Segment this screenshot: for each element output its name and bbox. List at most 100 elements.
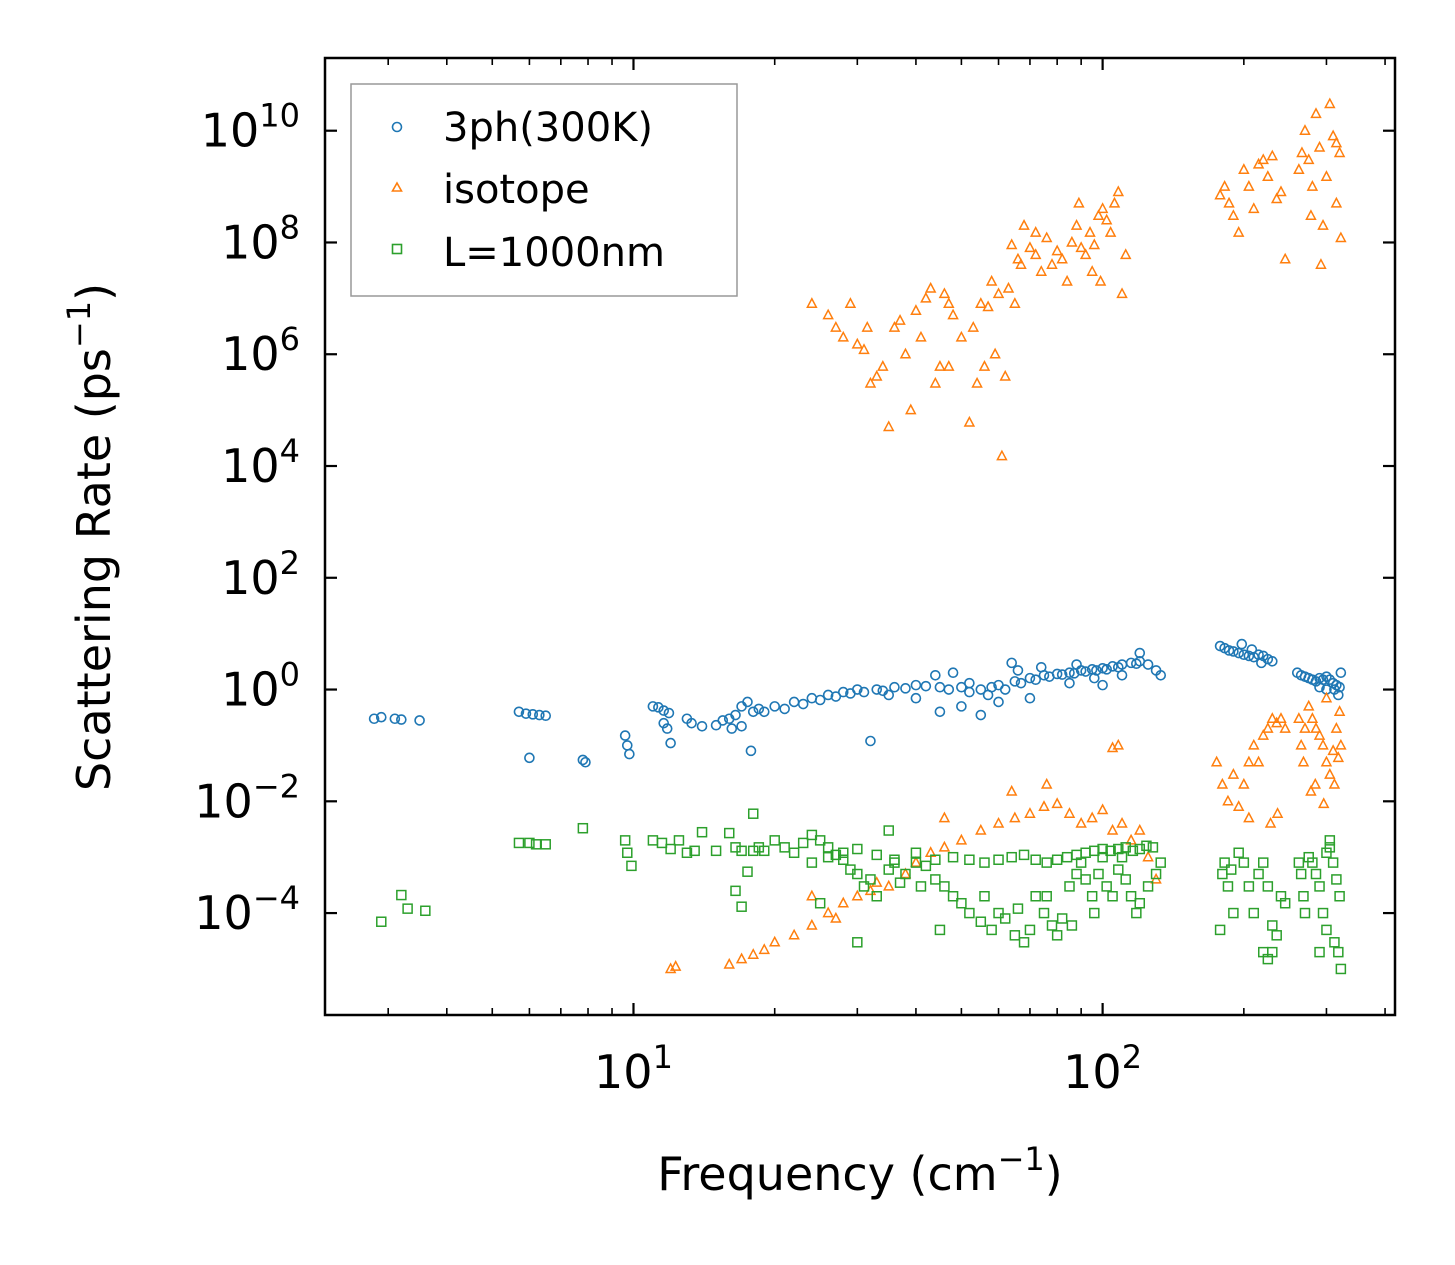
data-point-isotope xyxy=(1243,811,1255,823)
data-point-boundary xyxy=(513,837,525,849)
data-point-3ph xyxy=(747,706,759,718)
data-point-3ph xyxy=(661,723,673,734)
data-point-boundary xyxy=(1333,946,1344,958)
data-point-boundary xyxy=(689,845,700,857)
data-point-isotope xyxy=(1112,185,1125,197)
data-point-3ph xyxy=(520,708,532,719)
data-point-boundary xyxy=(1141,840,1152,852)
data-point-boundary xyxy=(1228,907,1239,919)
data-point-boundary xyxy=(747,845,759,857)
data-point-3ph xyxy=(956,701,967,712)
data-point-isotope xyxy=(938,811,951,823)
data-point-isotope xyxy=(1297,755,1310,767)
legend-marker-3ph xyxy=(391,121,403,133)
data-point-isotope xyxy=(1315,258,1327,269)
data-point-boundary xyxy=(1051,930,1063,941)
data-point-3ph xyxy=(1015,677,1027,689)
data-point-boundary xyxy=(1113,864,1124,875)
data-point-3ph xyxy=(999,684,1011,695)
data-point-boundary xyxy=(1086,891,1098,902)
data-point-3ph xyxy=(396,714,407,725)
y-tick-label: 104 xyxy=(221,432,300,493)
data-point-3ph xyxy=(696,720,708,732)
data-point-isotope xyxy=(851,889,864,901)
data-point-boundary xyxy=(1131,907,1142,919)
data-point-boundary xyxy=(1310,868,1322,880)
data-point-boundary xyxy=(1258,946,1269,958)
data-point-isotope xyxy=(1330,196,1343,208)
data-point-3ph xyxy=(1243,650,1255,662)
data-point-boundary xyxy=(1127,845,1139,857)
data-point-3ph xyxy=(663,707,675,719)
data-points xyxy=(368,97,1347,975)
data-point-boundary xyxy=(1056,913,1068,924)
data-point-3ph xyxy=(1024,672,1036,684)
data-point-boundary xyxy=(396,889,407,901)
data-point-3ph xyxy=(758,706,770,718)
data-point-isotope xyxy=(1035,265,1048,276)
data-point-isotope xyxy=(1214,188,1226,200)
data-point-boundary xyxy=(626,860,637,872)
data-point-isotope xyxy=(861,320,874,332)
data-point-isotope xyxy=(1317,219,1329,230)
data-point-boundary xyxy=(889,854,900,865)
data-point-boundary xyxy=(1335,963,1347,975)
data-point-boundary xyxy=(814,835,826,846)
data-point-3ph xyxy=(1238,649,1250,661)
data-point-isotope xyxy=(1142,850,1154,862)
data-point-3ph xyxy=(1030,674,1041,685)
data-point-isotope xyxy=(822,308,834,320)
data-point-isotope xyxy=(1222,794,1234,806)
data-point-3ph xyxy=(779,703,790,715)
data-point-3ph xyxy=(934,706,946,718)
data-point-isotope xyxy=(1238,163,1250,175)
data-point-boundary xyxy=(822,851,834,863)
data-point-boundary xyxy=(920,860,932,872)
data-point-3ph xyxy=(1097,662,1108,674)
data-point-boundary xyxy=(540,839,551,850)
data-point-isotope xyxy=(806,889,818,901)
data-point-boundary xyxy=(1324,842,1336,853)
data-point-isotope xyxy=(768,935,781,947)
data-point-boundary xyxy=(964,854,975,865)
data-point-isotope xyxy=(924,281,937,293)
data-point-isotope xyxy=(822,906,834,918)
data-point-boundary xyxy=(1303,851,1314,863)
data-point-isotope xyxy=(1306,179,1319,191)
y-tick-label: 102 xyxy=(221,544,300,605)
data-point-isotope xyxy=(877,360,889,371)
data-point-isotope xyxy=(1051,797,1063,809)
data-point-boundary xyxy=(1214,924,1226,936)
data-point-isotope xyxy=(1317,738,1329,750)
y-tick-label: 108 xyxy=(221,208,300,269)
data-point-boundary xyxy=(1120,842,1131,853)
data-point-isotope xyxy=(1293,163,1305,175)
data-point-3ph xyxy=(975,709,987,721)
data-point-3ph xyxy=(1335,667,1347,679)
data-point-boundary xyxy=(753,842,765,853)
data-point-3ph xyxy=(619,730,631,741)
data-point-3ph xyxy=(930,669,941,681)
data-point-boundary xyxy=(947,851,959,863)
data-point-boundary xyxy=(852,843,863,855)
data-point-boundary xyxy=(1321,924,1332,936)
data-point-isotope xyxy=(999,369,1011,381)
series-0 xyxy=(368,638,1347,768)
data-point-isotope xyxy=(963,415,976,427)
data-point-boundary xyxy=(1041,891,1052,902)
data-point-isotope xyxy=(943,360,955,371)
data-point-isotope xyxy=(1116,287,1128,299)
data-point-boundary xyxy=(910,847,922,859)
data-point-boundary xyxy=(1295,868,1307,880)
data-point-3ph xyxy=(527,709,539,720)
data-point-3ph xyxy=(1064,667,1075,679)
axis-ticks: 101 102 10−4 10−2 100 102 104 106 108 1010 xyxy=(194,58,1395,1099)
data-point-isotope xyxy=(1248,738,1260,750)
data-point-isotope xyxy=(1218,179,1231,191)
data-point-isotope xyxy=(1306,712,1319,724)
data-point-3ph xyxy=(658,705,670,716)
data-point-isotope xyxy=(1096,202,1109,214)
data-point-isotope xyxy=(1305,784,1317,796)
data-point-boundary xyxy=(979,891,990,902)
